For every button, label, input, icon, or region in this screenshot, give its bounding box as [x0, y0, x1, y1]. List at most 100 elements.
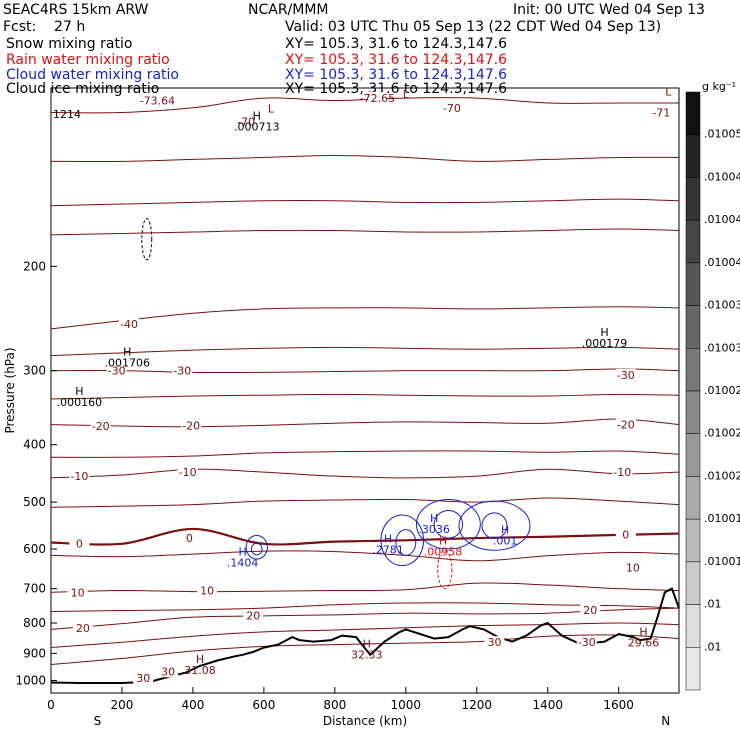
rain-contours: [437, 550, 453, 590]
contour-label-bg: [147, 94, 168, 107]
x-tick-label: 600: [252, 698, 275, 712]
y-tick-label: 600: [23, 542, 46, 556]
extremum-value: .1404: [227, 556, 259, 569]
cloud-water-contour: [415, 499, 481, 550]
temperature-contour: [50, 97, 679, 114]
colorbar-swatch: [685, 518, 701, 563]
contour-label: -30: [173, 365, 191, 378]
x-tick-label: 0: [47, 698, 55, 712]
colorbar-swatch: [685, 433, 701, 477]
terrain-polyline: [50, 587, 680, 684]
temperature-contour: [50, 228, 680, 236]
north-label: N: [661, 714, 670, 728]
extremum-mark: H: [639, 626, 647, 639]
contour-label-bg: [72, 621, 93, 634]
cloud-water-contours: [245, 499, 531, 567]
colorbar-swatch: [685, 262, 701, 306]
contour-label-bg: [615, 528, 636, 541]
colorbar-swatch: [685, 91, 701, 135]
contour-label: 0: [76, 537, 83, 550]
contour-label: -73.64: [140, 95, 175, 108]
contour-label-bg: [197, 584, 218, 597]
contour-label-bg: [106, 364, 127, 377]
contour-label: 30: [488, 636, 502, 649]
y-tick-label: 700: [23, 582, 46, 596]
extremum-mark: H: [439, 535, 447, 548]
rain-contour: [437, 550, 453, 590]
contour-label: -10: [70, 470, 88, 483]
extremum-mark: H: [253, 109, 261, 122]
contour-label: -10: [613, 466, 631, 479]
colorbar-label: .01: [704, 598, 722, 611]
contour-label: -20: [182, 419, 200, 432]
low-mark: L: [403, 88, 410, 101]
extremum-mark: H: [430, 512, 438, 525]
contour-label: 30: [136, 672, 150, 685]
contour-label: -20: [617, 419, 635, 432]
colorbar-label: .01001: [704, 555, 740, 568]
colorbar-swatch: [685, 177, 701, 221]
field-label-cloud-water: Cloud water mixing ratio: [6, 67, 179, 83]
extremum-mark: H: [384, 532, 392, 545]
model-title: SEAC4RS 15km ARW: [3, 2, 149, 18]
temperature-contour: [50, 198, 680, 207]
temperature-contour: [50, 393, 680, 400]
temperature-contour: [50, 582, 680, 593]
x-tick-label: 1200: [461, 698, 492, 712]
contour-label-bg: [622, 561, 643, 574]
contour-label-bg: [243, 609, 264, 622]
cloud-water-contour: [458, 500, 531, 551]
extremum-value: .000179: [582, 337, 628, 350]
extremum-value: .3036: [418, 523, 450, 536]
colorbar-swatch: [685, 604, 701, 648]
colorbar-label: .01: [704, 640, 722, 653]
y-axis-label: Pressure (hPa): [3, 347, 17, 433]
temperature-contour: [50, 450, 680, 458]
x-axis-label: Distance (km): [323, 714, 407, 728]
cloud-water-contour: [250, 542, 263, 556]
cloud-water-contour: [481, 512, 508, 540]
cloud-water-contour: [245, 534, 268, 560]
contour-label-bg: [69, 470, 90, 483]
snow-contours: [141, 218, 153, 261]
contour-label-bg: [576, 636, 597, 649]
terrain-line: [50, 587, 680, 684]
cloud-water-contour: [433, 509, 464, 539]
y-tick-label: 300: [23, 364, 46, 378]
temperature-contour: [50, 634, 680, 666]
temperature-contour: [50, 607, 680, 630]
contour-label-bg: [67, 586, 88, 599]
colorbar-swatch: [685, 219, 701, 264]
colorbar-label: .01004: [704, 170, 740, 183]
temperature-contours: [50, 97, 680, 666]
contour-label: 20: [246, 610, 260, 623]
extremum-value: .000713: [234, 120, 280, 133]
contour-label: -20: [92, 420, 110, 433]
temperature-contour: [50, 368, 680, 374]
field-xy-snow: XY= 105.3, 31.6 to 124.3,147.6: [285, 36, 508, 52]
colorbar-label: .01002: [704, 427, 740, 440]
snow-contour: [141, 218, 153, 261]
contour-label: 10: [200, 585, 214, 598]
contour-label: -30: [108, 365, 126, 378]
extremum-value: .000160: [57, 396, 103, 409]
contour-label-bg: [367, 92, 388, 105]
low-mark: L: [268, 103, 275, 116]
temperature-contour: [50, 602, 680, 613]
contour-label-bg: [441, 101, 462, 114]
temperature-contour: [50, 527, 680, 546]
temperature-contour: [50, 418, 680, 428]
contour-label-bg: [612, 466, 633, 479]
extremum-mark: H: [238, 545, 246, 558]
colorbar-swatch: [685, 134, 701, 178]
temperature-contour: [50, 155, 680, 163]
temperature-contour: [50, 497, 680, 508]
colorbar-swatch: [685, 305, 701, 349]
colorbar-label: .01005: [704, 128, 740, 141]
temperature-contour: [50, 468, 680, 479]
cloud-water-contour: [395, 529, 417, 556]
temperature-contour: [50, 306, 680, 330]
colorbar: .01005 .01004 .01004 .01004 .01003 .01003 .010…: [685, 91, 740, 691]
extremum-value: 29.66: [628, 637, 660, 650]
contour-label-bg: [179, 532, 200, 545]
